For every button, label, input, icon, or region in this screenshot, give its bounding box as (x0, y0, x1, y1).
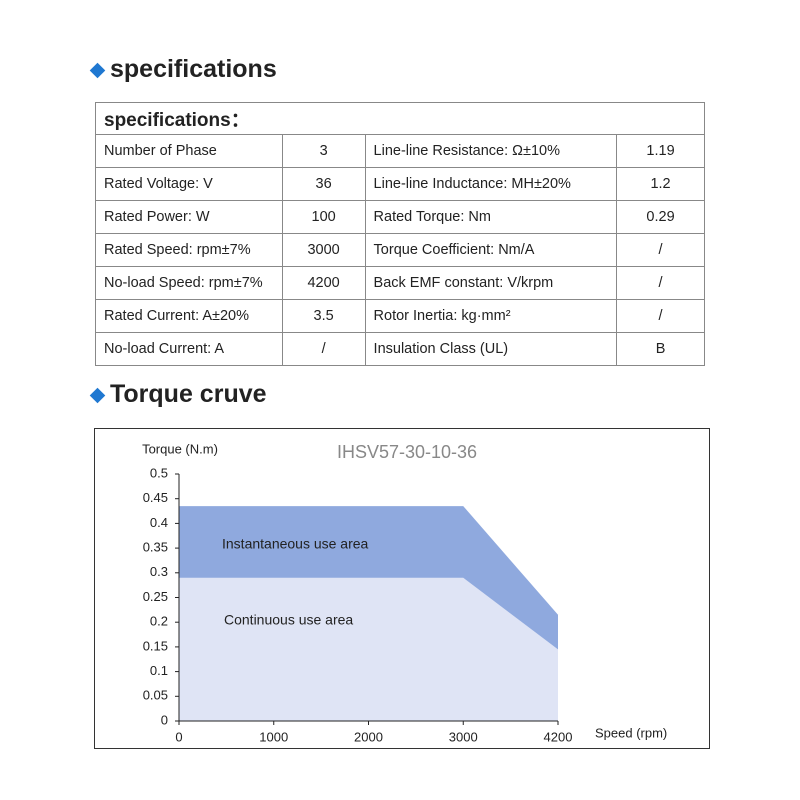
table-row: No-load Current: A / Insulation Class (UL)… (95, 332, 705, 366)
y-tick-label: 0.35 (143, 540, 168, 555)
area-label: Instantaneous use area (222, 536, 369, 552)
table-row: Number of Phase 3 Line-line Resistance: Ω±… (95, 134, 705, 168)
table-cell: Torque Coefficient: Nm/A (364, 233, 618, 267)
table-cell: Rated Current: A±20% (95, 299, 283, 333)
table-title-row: specifications： (95, 102, 705, 135)
table-row: Rated Speed: rpm±7% 3000 Torque Coefficien… (95, 233, 705, 267)
x-tick-label: 0 (175, 729, 182, 744)
y-tick-label: 0.2 (150, 614, 168, 629)
table-cell: 4200 (281, 266, 366, 300)
y-tick-label: 0.45 (143, 490, 168, 505)
table-row: Rated Voltage: V 36 Line-line Inductance: … (95, 167, 705, 201)
area (179, 577, 558, 721)
y-tick-label: 0.15 (143, 638, 168, 653)
y-tick-label: 0.5 (150, 465, 168, 480)
table-cell: B (616, 332, 705, 366)
table-cell: / (616, 299, 705, 333)
chart-frame (94, 428, 710, 749)
table-cell: Rated Torque: Nm (364, 200, 618, 234)
y-tick-label: 0.4 (150, 515, 168, 530)
table-cell: Back EMF constant: V/krpm (364, 266, 618, 300)
x-tick-label: 1000 (259, 729, 288, 744)
table-cell: Line-line Resistance: Ω±10% (364, 134, 618, 168)
x-tick-label: 3000 (449, 729, 478, 744)
y-tick-label: 0.3 (150, 564, 168, 579)
x-tick-label: 4200 (544, 729, 573, 744)
table-cell: No-load Current: A (95, 332, 283, 366)
table-cell: / (281, 332, 366, 366)
section-heading: specifications (110, 55, 277, 83)
y-tick-label: 0.05 (143, 688, 168, 703)
chart-title: IHSV57-30-10-36 (337, 442, 477, 462)
table-cell: Rated Power: W (95, 200, 283, 234)
table-cell: Insulation Class (UL) (364, 332, 618, 366)
table-cell: 3 (281, 134, 366, 168)
area-label: Continuous use area (224, 612, 353, 628)
table-cell: 100 (281, 200, 366, 234)
x-tick-label: 2000 (354, 729, 383, 744)
table-cell: 1.19 (616, 134, 705, 168)
y-axis-label: Torque (N.m) (142, 441, 218, 456)
table-cell: 36 (281, 167, 366, 201)
table-cell: Rated Speed: rpm±7% (95, 233, 283, 267)
y-tick-label: 0.25 (143, 589, 168, 604)
table-title: specifications： (95, 102, 705, 135)
table-cell: Line-line Inductance: MH±20% (364, 167, 618, 201)
table-cell: Number of Phase (95, 134, 283, 168)
y-tick-label: 0.1 (150, 663, 168, 678)
table-cell: / (616, 233, 705, 267)
x-axis-label: Speed (rpm) (595, 725, 667, 740)
y-tick-label: 0 (161, 712, 168, 727)
spec-table: specifications： Number of Phase 3 Line-lin… (95, 102, 705, 366)
section-heading: Torque cruve (110, 380, 267, 408)
